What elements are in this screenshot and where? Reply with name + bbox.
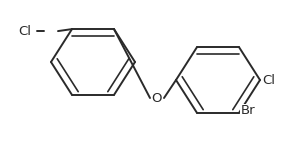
Text: Cl: Cl xyxy=(19,25,32,38)
Text: Br: Br xyxy=(241,104,256,117)
Text: Cl: Cl xyxy=(262,74,275,87)
Text: O: O xyxy=(152,91,162,105)
